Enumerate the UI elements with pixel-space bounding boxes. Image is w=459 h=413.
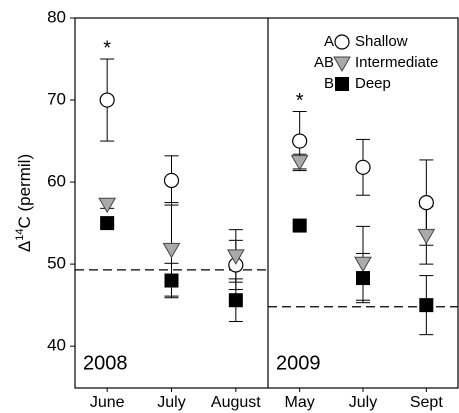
y-tick-label: 70	[47, 90, 66, 109]
marker-square	[292, 218, 307, 233]
x-tick-label: July	[157, 394, 185, 411]
y-title-superscript: 14	[14, 229, 26, 241]
y-title-prefix: Δ	[15, 241, 34, 252]
x-tick-label: July	[349, 394, 377, 411]
marker-square	[335, 77, 349, 91]
panel-label: 2009	[276, 352, 321, 374]
x-tick-label: August	[211, 394, 261, 411]
marker-square	[100, 216, 115, 231]
x-tick-label: Sept	[410, 394, 443, 411]
plot-frame	[74, 17, 459, 389]
x-tick-label: May	[285, 394, 315, 411]
marker-circle	[163, 172, 180, 189]
marker-triangle	[354, 256, 372, 273]
y-tick-label: 60	[47, 172, 66, 191]
x-tick-label: June	[90, 394, 125, 411]
panel-label: 2008	[83, 352, 128, 374]
y-tick-label: 50	[47, 254, 66, 273]
y-axis-title: Δ14C (permil)	[14, 154, 35, 252]
marker-circle	[418, 194, 434, 211]
legend-group: A	[324, 33, 334, 50]
marker-triangle	[98, 197, 117, 214]
marker-circle	[99, 92, 115, 108]
marker-circle	[334, 34, 350, 50]
legend-group: AB	[314, 54, 334, 71]
marker-triangle	[417, 228, 436, 245]
y-tick-label: 40	[47, 336, 66, 355]
annotation: *	[103, 37, 111, 59]
legend-label: Shallow	[355, 33, 408, 50]
annotation: *	[296, 90, 304, 112]
marker-square	[356, 271, 370, 286]
marker-triangle	[333, 56, 351, 73]
marker-circle	[355, 159, 371, 175]
legend-group: B	[324, 75, 334, 92]
y-title-suffix: C (permil)	[15, 154, 34, 229]
legend-label: Intermediate	[355, 54, 438, 71]
marker-triangle	[290, 155, 309, 171]
marker-square	[164, 273, 179, 288]
marker-square	[419, 298, 434, 313]
legend-label: Deep	[355, 75, 391, 92]
marker-square	[228, 293, 243, 308]
y-tick-label: 80	[47, 7, 66, 26]
marker-triangle	[226, 249, 245, 265]
marker-triangle	[162, 242, 181, 259]
marker-circle	[292, 133, 308, 149]
